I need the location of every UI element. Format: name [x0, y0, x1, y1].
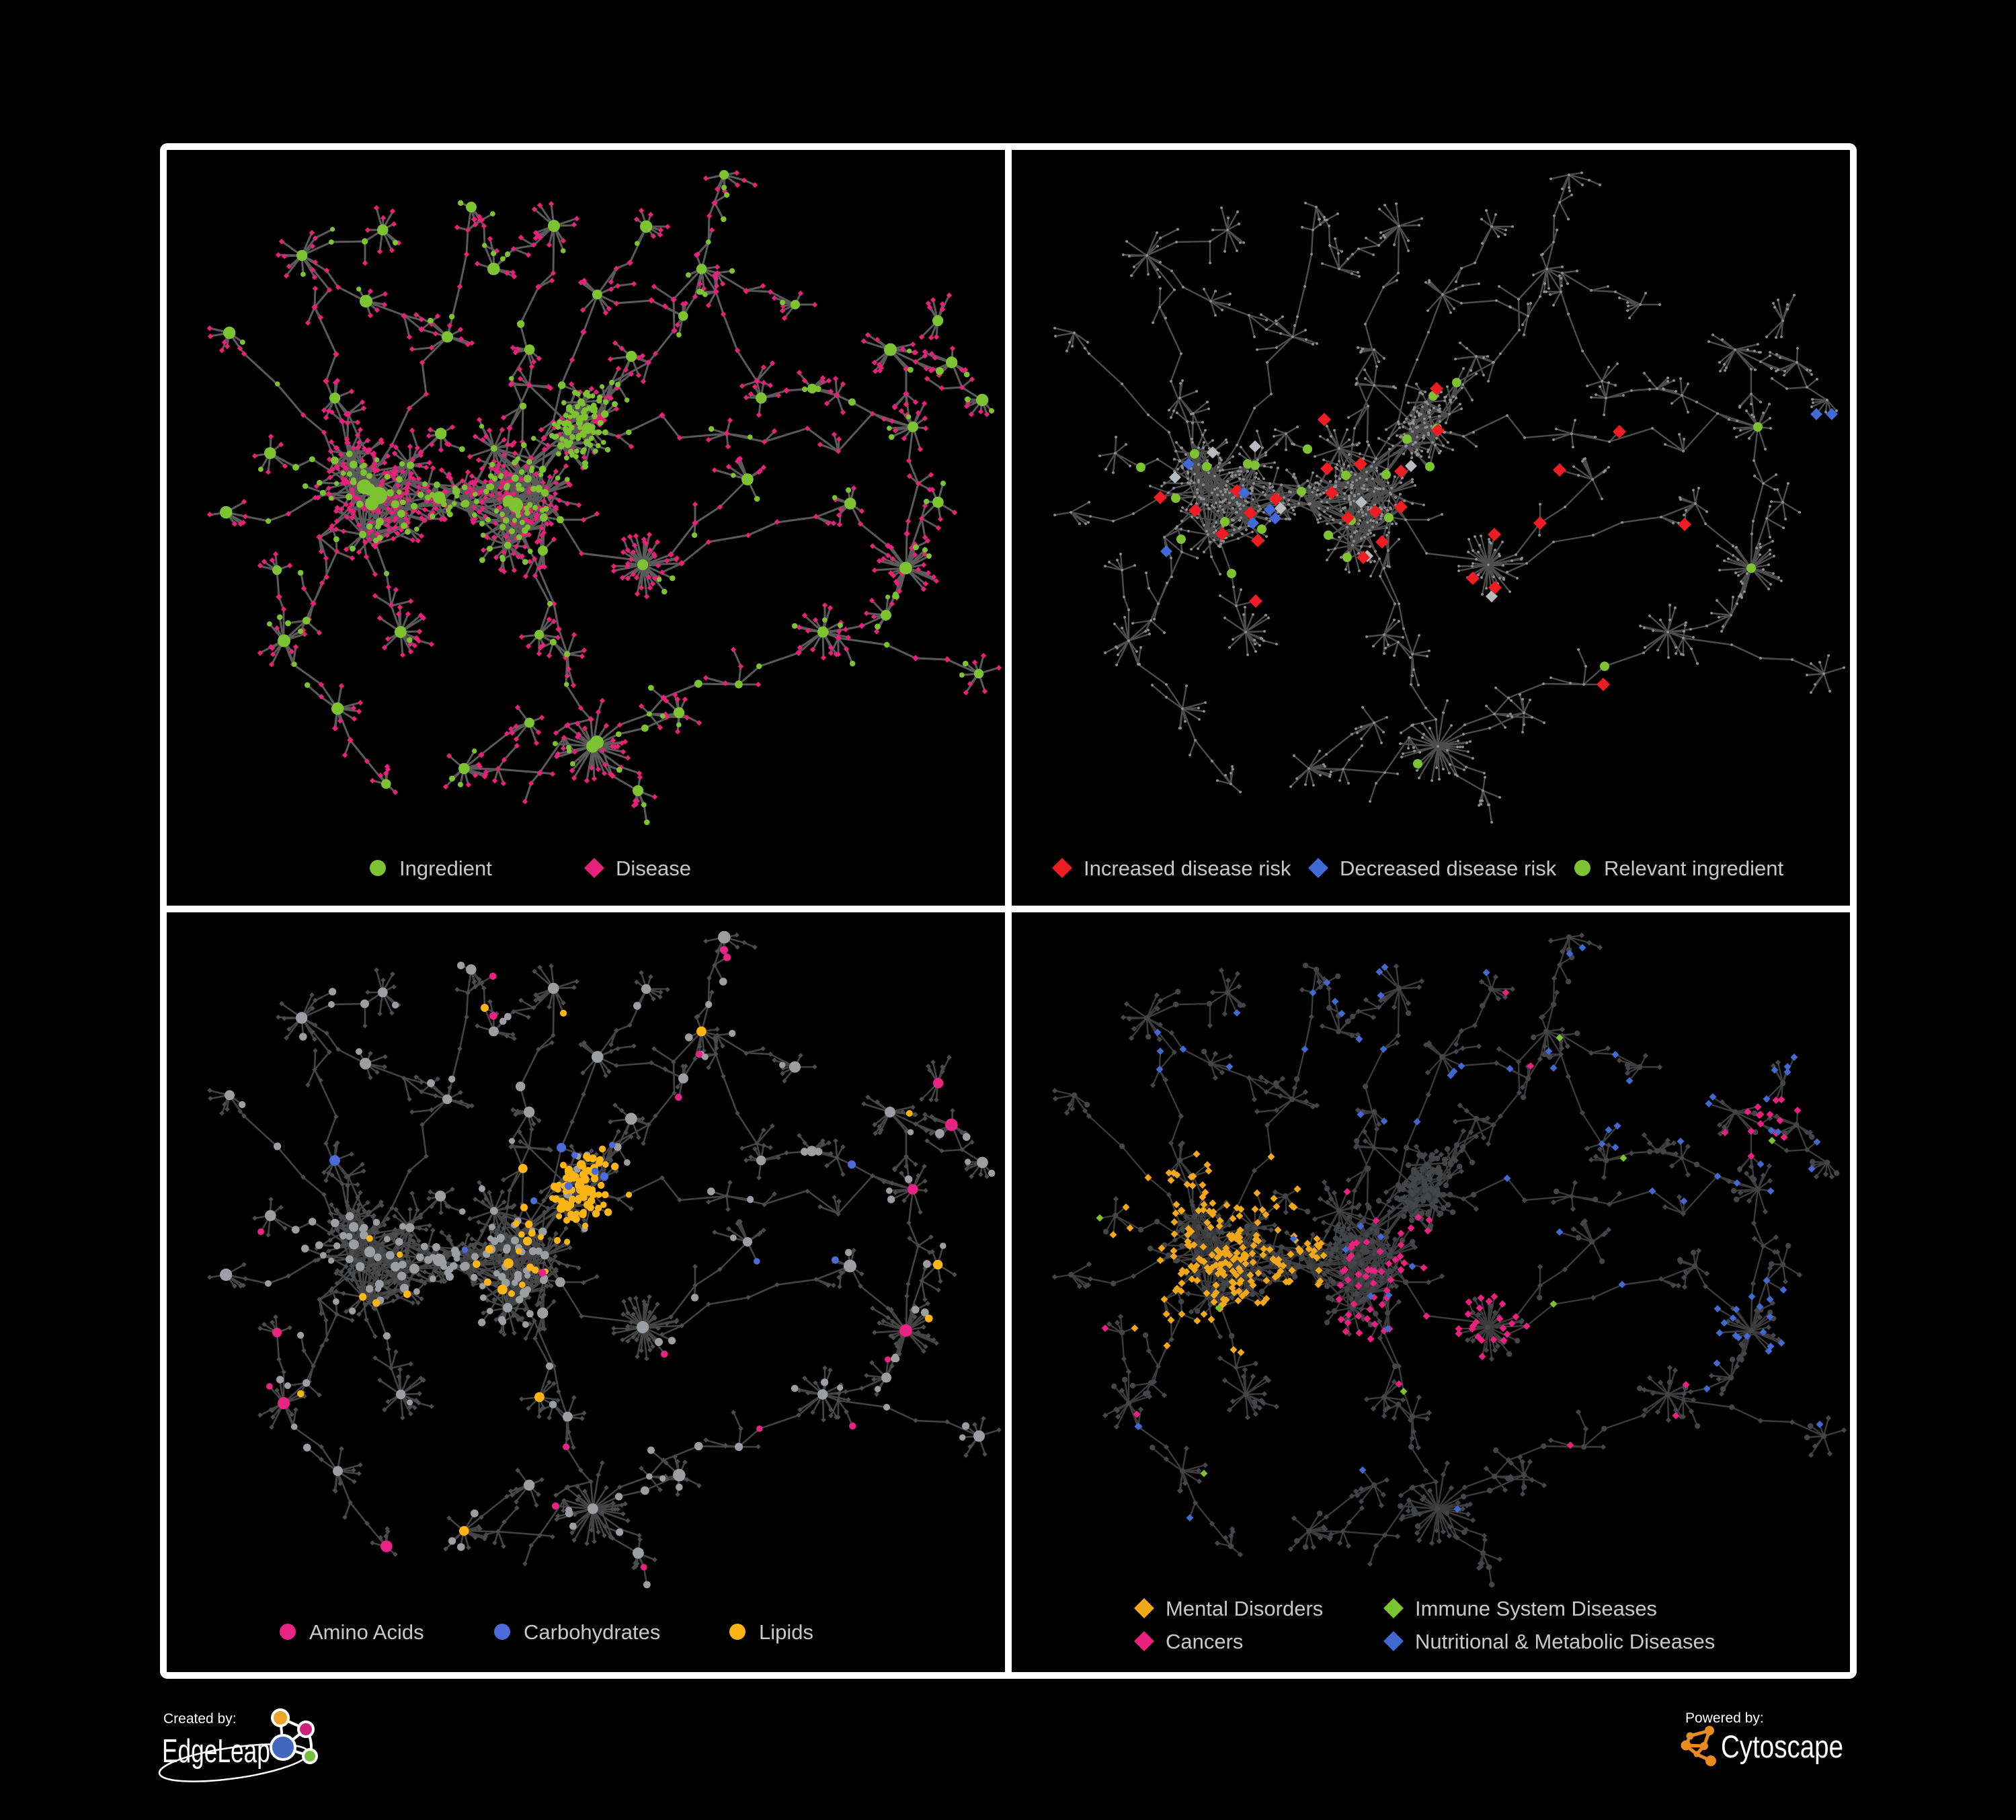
svg-text:Amino Acids: Amino Acids: [309, 1620, 424, 1644]
svg-text:Increased disease risk: Increased disease risk: [1084, 857, 1291, 880]
svg-text:Mental Disorders: Mental Disorders: [1166, 1597, 1323, 1620]
svg-text:Immune System Diseases: Immune System Diseases: [1415, 1597, 1657, 1620]
svg-text:Lipids: Lipids: [759, 1620, 813, 1644]
svg-text:Relevant ingredient: Relevant ingredient: [1604, 857, 1784, 880]
svg-text:Nutritional & Metabolic Diseas: Nutritional & Metabolic Diseases: [1415, 1630, 1715, 1653]
svg-text:Ingredient: Ingredient: [399, 857, 492, 880]
svg-text:Cancers: Cancers: [1166, 1630, 1243, 1653]
svg-text:Disease: Disease: [616, 857, 691, 880]
svg-text:EdgeLeap: EdgeLeap: [162, 1733, 270, 1770]
svg-text:Created by:: Created by:: [163, 1711, 237, 1727]
svg-text:Powered by:: Powered by:: [1685, 1710, 1764, 1726]
svg-text:Cytoscape: Cytoscape: [1721, 1729, 1843, 1764]
svg-text:Carbohydrates: Carbohydrates: [524, 1620, 660, 1644]
svg-text:Decreased disease risk: Decreased disease risk: [1340, 857, 1557, 880]
